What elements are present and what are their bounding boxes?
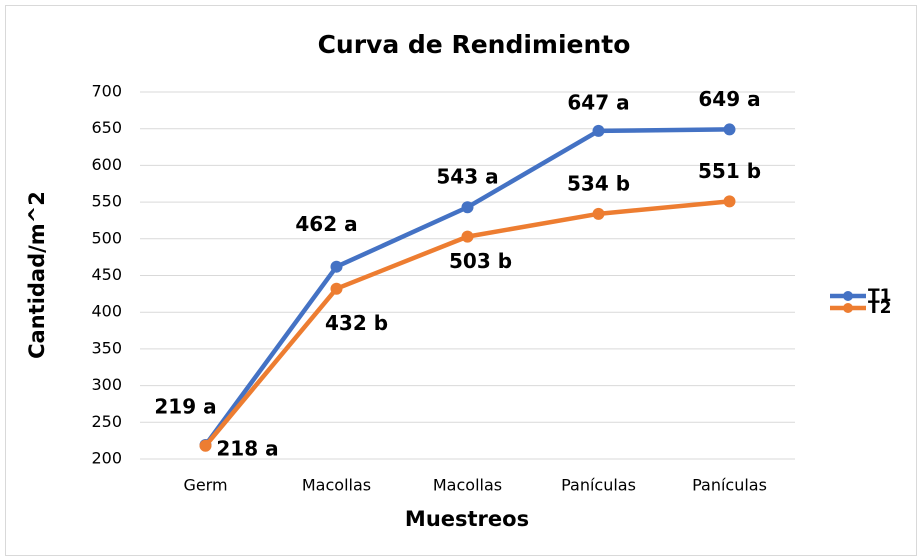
y-tick-label: 200	[91, 449, 122, 468]
x-tick-label: Panículas	[561, 476, 636, 495]
data-label: 503 b	[449, 249, 512, 273]
y-tick-label: 600	[91, 155, 122, 174]
data-label: 543 a	[436, 165, 498, 189]
data-point	[592, 207, 605, 220]
x-tick-label: Macollas	[433, 476, 502, 495]
x-tick-label: Panículas	[692, 476, 767, 495]
data-point	[592, 124, 605, 137]
legend-label: T2	[868, 298, 891, 318]
data-point	[199, 439, 212, 452]
data-point	[330, 260, 343, 273]
data-label: 647 a	[567, 90, 629, 114]
y-tick-label: 450	[91, 265, 122, 284]
y-tick-label: 400	[91, 302, 122, 321]
data-label: 534 b	[567, 171, 630, 195]
x-axis-title: Muestreos	[405, 507, 529, 531]
y-axis-title: Cantidad/m^2	[25, 191, 49, 359]
data-label: 432 b	[325, 311, 388, 335]
y-tick-label: 700	[91, 82, 122, 101]
legend-marker	[843, 291, 853, 301]
y-tick-label: 300	[91, 375, 122, 394]
y-tick-label: 650	[91, 118, 122, 137]
y-tick-label: 350	[91, 338, 122, 357]
chart-border	[5, 5, 917, 556]
y-tick-label: 250	[91, 412, 122, 431]
legend-label: T1	[868, 286, 891, 306]
y-tick-label: 550	[91, 192, 122, 211]
data-point	[723, 123, 736, 136]
data-label: 551 b	[698, 159, 761, 183]
chart-title: Curva de Rendimiento	[318, 30, 631, 59]
data-point	[461, 201, 474, 214]
legend-marker	[843, 303, 853, 313]
data-label: 649 a	[698, 87, 760, 111]
data-point	[723, 195, 736, 208]
data-label: 462 a	[295, 212, 357, 236]
data-label: 219 a	[154, 395, 216, 419]
data-point	[330, 282, 343, 295]
x-tick-label: Germ	[183, 476, 227, 495]
data-label: 218 a	[216, 436, 278, 460]
x-tick-label: Macollas	[302, 476, 371, 495]
data-point	[461, 230, 474, 243]
y-tick-label: 500	[91, 228, 122, 247]
